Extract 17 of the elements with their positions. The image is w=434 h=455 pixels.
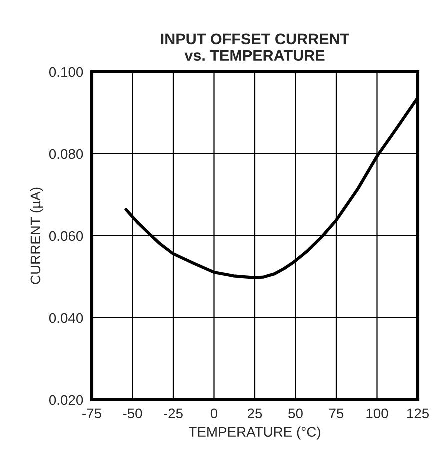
x-tick-label: -75 [82, 408, 102, 419]
x-tick-label: 50 [288, 408, 303, 419]
x-tick-label: 25 [248, 408, 262, 419]
x-tick-label: -25 [164, 408, 183, 419]
y-tick-label: 0.020 [49, 395, 84, 406]
y-tick-label: 0.080 [49, 149, 84, 160]
y-axis-title: CURRENT (µA) [30, 188, 44, 284]
x-tick-label: 75 [329, 408, 344, 419]
x-tick-label: -50 [123, 408, 142, 419]
x-tick-label: 0 [210, 408, 218, 419]
y-tick-label: 0.100 [49, 67, 84, 78]
y-tick-label: 0.040 [49, 313, 84, 324]
y-tick-label: 0.060 [49, 231, 84, 242]
x-tick-label: 100 [366, 408, 388, 419]
chart-title: INPUT OFFSET CURRENT vs. TEMPERATURE [161, 34, 350, 62]
x-tick-label: 125 [407, 408, 430, 419]
x-axis-title: TEMPERATURE (°C) [189, 426, 320, 440]
